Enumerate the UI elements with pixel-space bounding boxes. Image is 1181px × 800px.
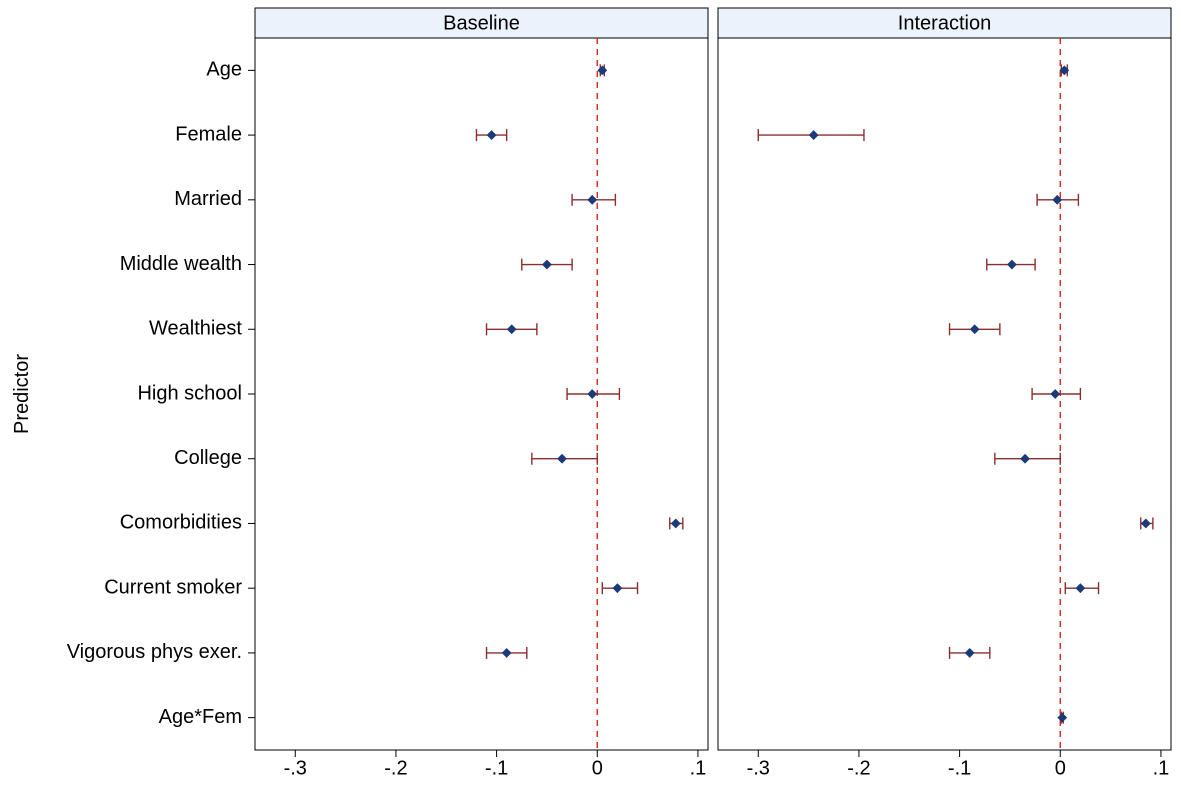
- x-tick-label: -.3: [284, 758, 307, 780]
- x-tick-label: -.3: [747, 758, 770, 780]
- y-tick-label: Vigorous phys exer.: [67, 641, 242, 663]
- y-tick-label: Married: [174, 188, 242, 210]
- plot-area: [718, 38, 1171, 750]
- forest-plot: Predictor Baseline -.3 -.2 -.1 0 .1 Interaction…: [0, 0, 1181, 800]
- x-tick-label: .1: [690, 758, 707, 780]
- y-tick-label: Wealthiest: [149, 318, 242, 340]
- y-tick-label: College: [174, 447, 242, 469]
- y-tick-label: Age: [206, 59, 242, 81]
- x-tick-label: -.2: [384, 758, 407, 780]
- plot-area: [255, 38, 708, 750]
- x-tick-label: 0: [592, 758, 603, 780]
- y-tick-label: Comorbidities: [120, 512, 242, 534]
- panel-title: Interaction: [898, 12, 991, 34]
- y-tick-label: High school: [137, 382, 242, 404]
- y-tick-label: Middle wealth: [120, 253, 242, 275]
- chart-svg: Predictor Baseline -.3 -.2 -.1 0 .1 Interaction…: [0, 0, 1181, 800]
- x-tick-label: 0: [1055, 758, 1066, 780]
- x-tick-label: .1: [1153, 758, 1170, 780]
- y-tick-label: Age*Fem: [159, 706, 242, 728]
- panel-title: Baseline: [443, 12, 520, 34]
- x-tick-label: -.1: [948, 758, 971, 780]
- y-tick-label: Female: [175, 123, 242, 145]
- x-tick-label: -.1: [485, 758, 508, 780]
- y-axis-title: Predictor: [11, 354, 33, 434]
- y-tick-label: Current smoker: [104, 576, 242, 598]
- x-tick-label: -.2: [847, 758, 870, 780]
